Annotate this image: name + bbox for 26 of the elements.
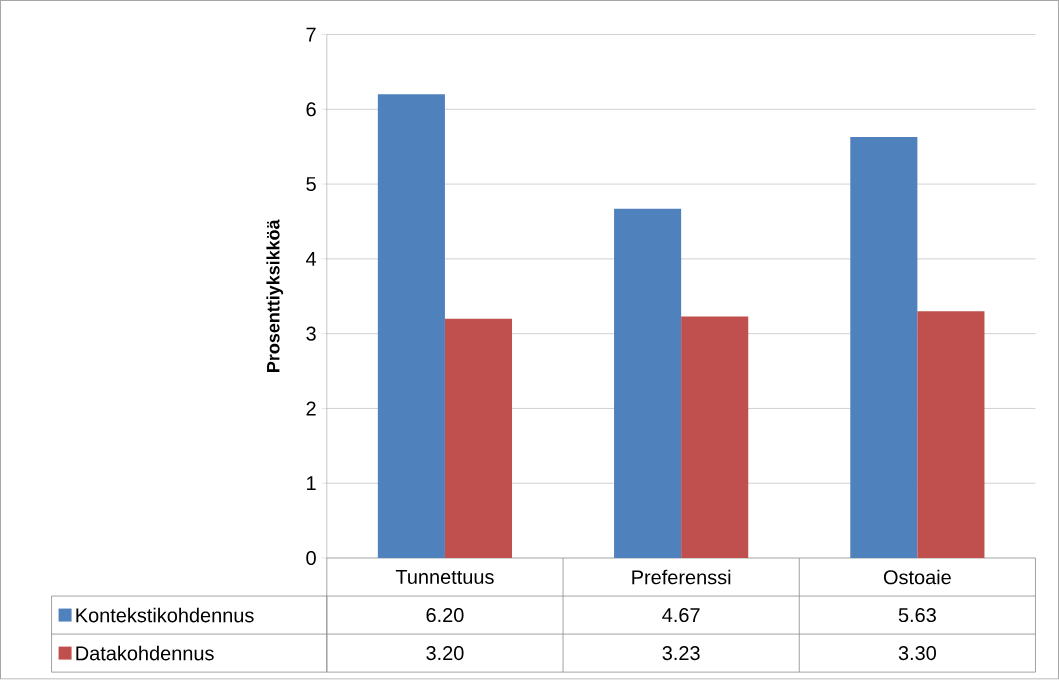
x-tick-label: Preferenssi: [632, 569, 731, 585]
data-label: 4.67: [662, 608, 700, 623]
bar: [614, 208, 682, 559]
bar: [377, 94, 445, 559]
y-tick-label: 4: [305, 252, 317, 266]
data-label: 3.20: [426, 646, 464, 661]
data-label: 5.63: [898, 608, 936, 623]
y-axis-title: Prosenttiyksikköä: [266, 219, 284, 373]
data-label: 3.30: [898, 646, 936, 661]
y-tick-label: 7: [306, 27, 316, 42]
legend-label: Kontekstikohdennus: [76, 607, 254, 623]
y-tick-label: 6: [306, 102, 316, 117]
y-tick-label: 1: [307, 476, 316, 491]
y-tick-label: 3: [306, 326, 316, 341]
bar: [850, 137, 918, 559]
data-label: 6.20: [426, 608, 464, 623]
x-tick-label: Ostoaie: [883, 569, 951, 585]
data-label: 3.23: [662, 646, 700, 661]
bar: [917, 311, 985, 559]
bar: [681, 316, 749, 559]
legend-label: Datakohdennus: [76, 645, 214, 661]
y-tick-label: 0: [306, 551, 316, 566]
y-tick-label: 5: [306, 177, 316, 192]
bar: [444, 318, 513, 559]
y-tick-label: 2: [306, 401, 316, 416]
x-tick-label: Tunnettuus: [395, 570, 494, 585]
